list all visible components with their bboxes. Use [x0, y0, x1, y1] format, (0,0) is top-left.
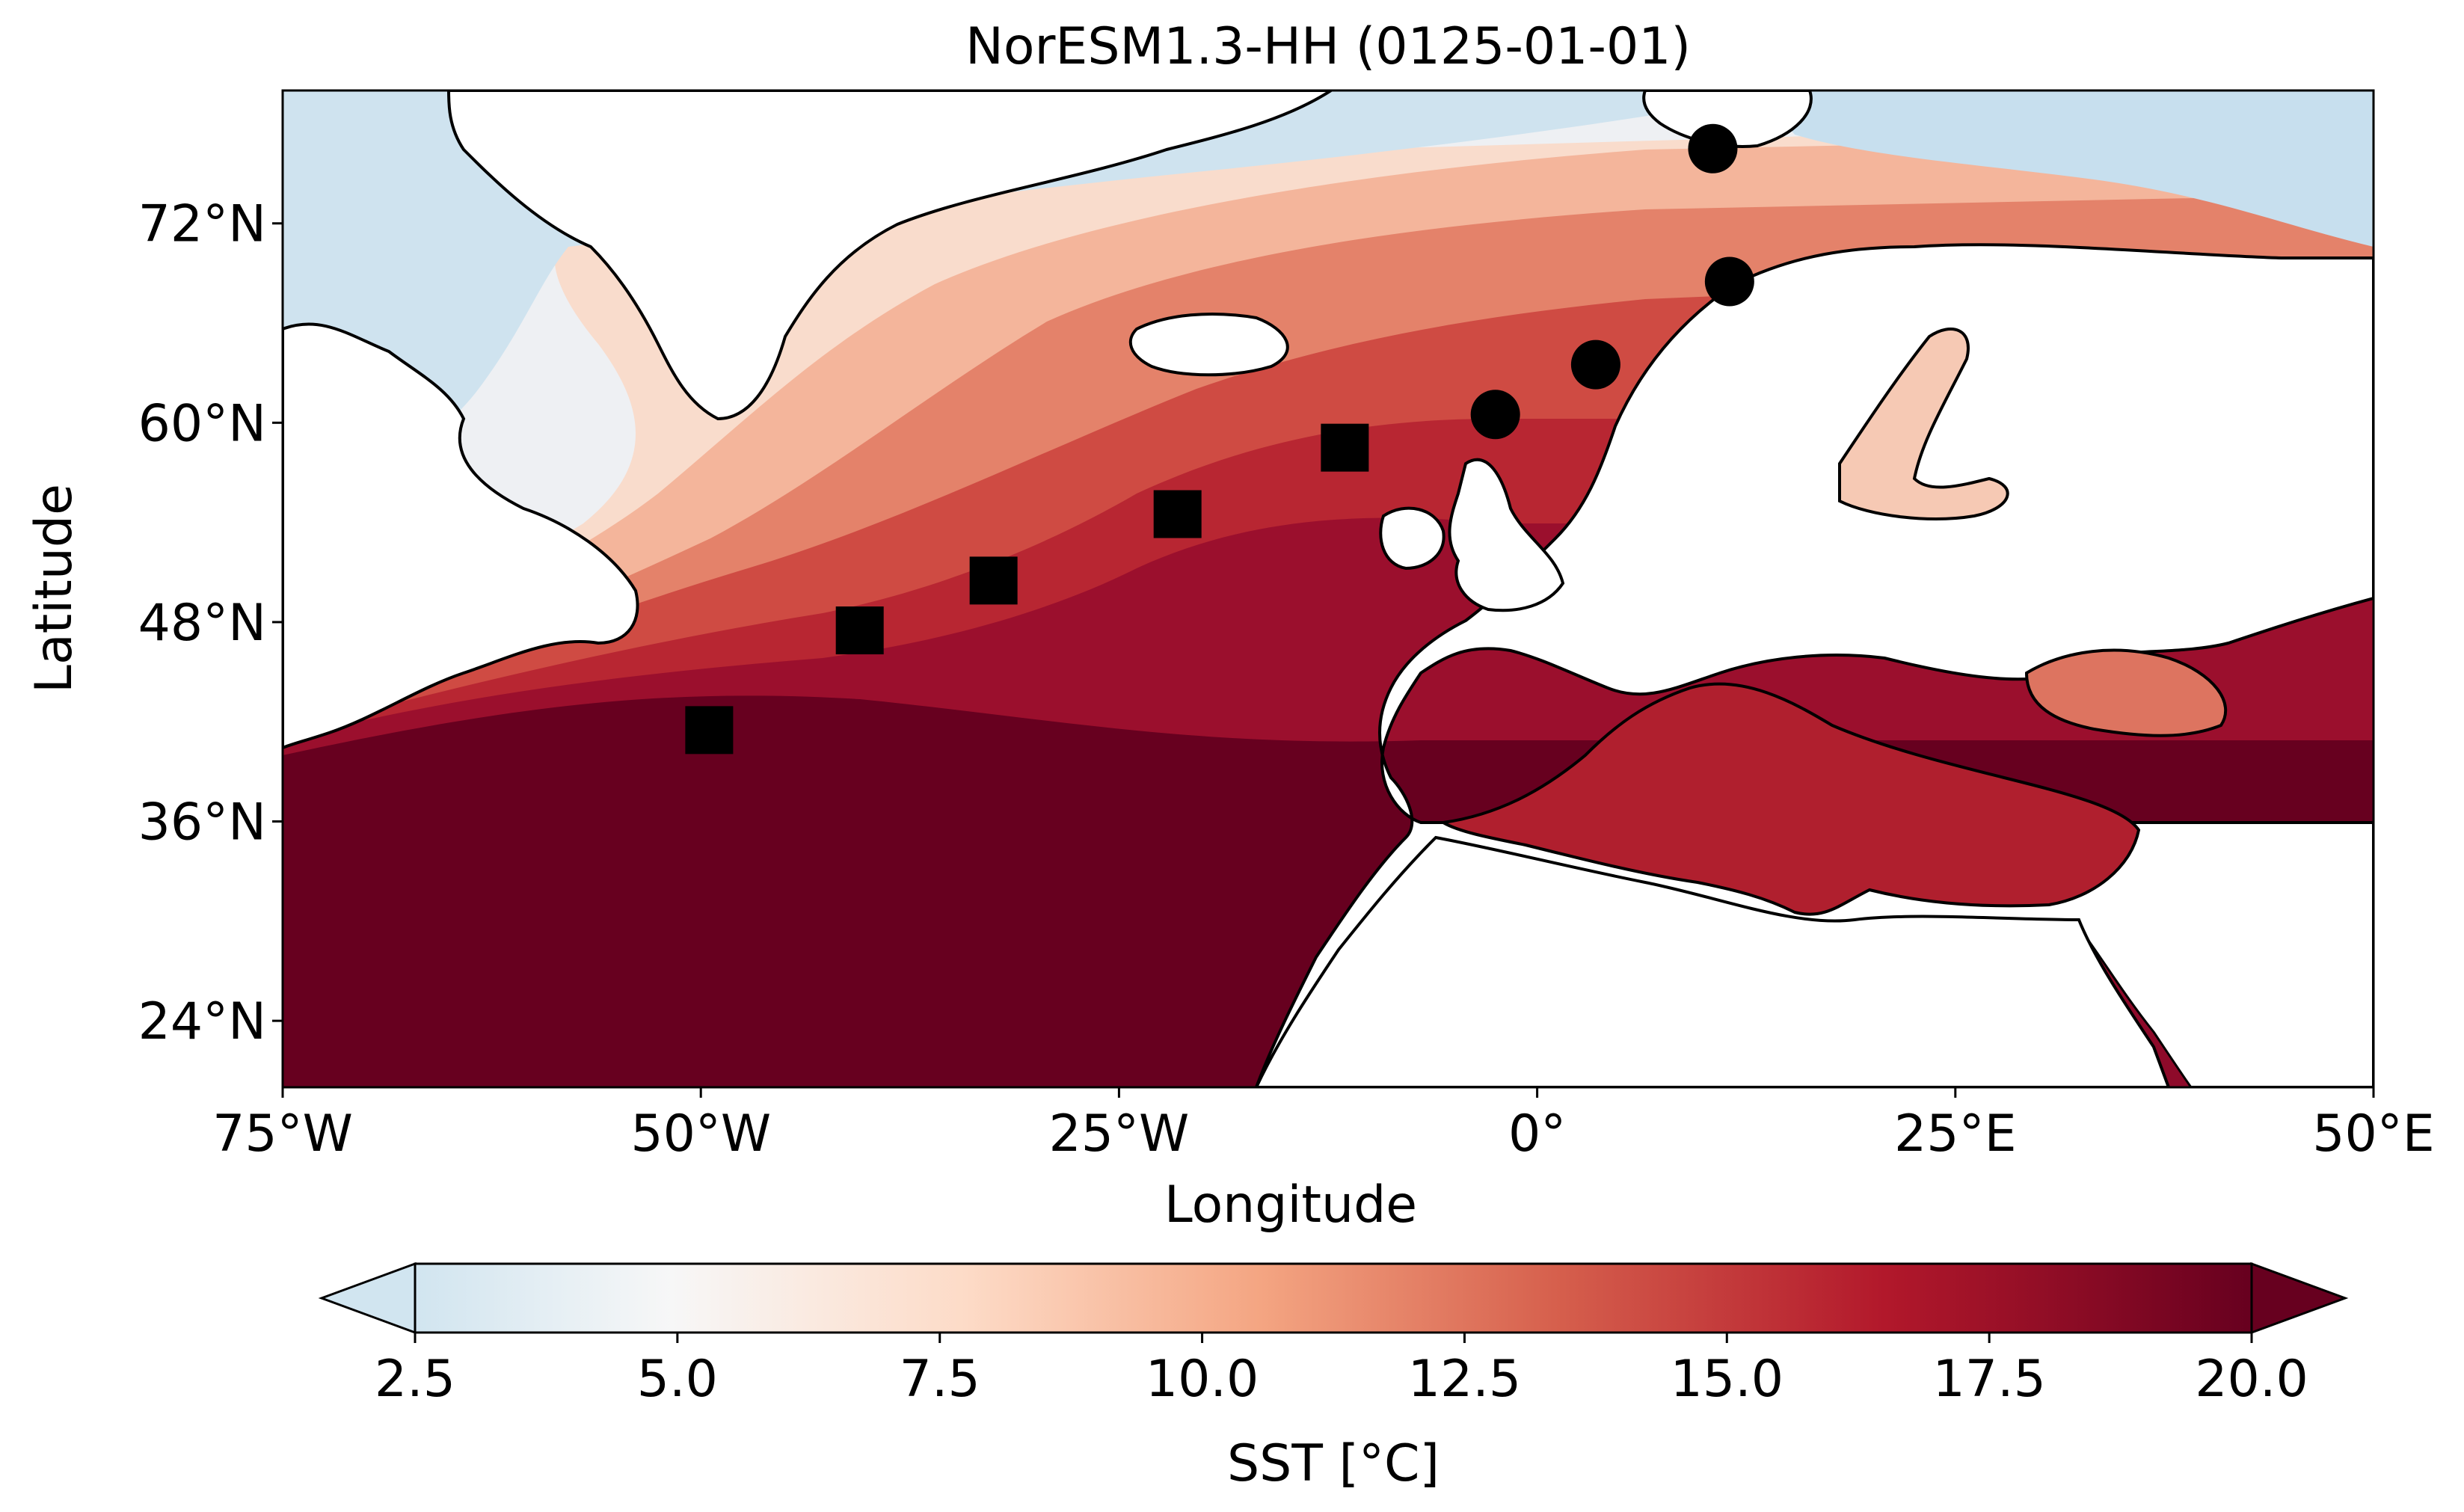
square-marker — [969, 556, 1018, 605]
circle-marker — [1570, 339, 1620, 390]
land-north-america — [283, 322, 639, 750]
circle-marker — [1688, 123, 1738, 173]
colorbar-tick-label: 15.0 — [1671, 1350, 1784, 1409]
circle-marker — [1470, 390, 1520, 440]
colorbar-tick-label: 7.5 — [900, 1350, 980, 1409]
square-marker — [685, 706, 734, 755]
y-tick-label: 24°N — [138, 992, 266, 1051]
x-tick-label: 50°E — [2312, 1104, 2435, 1164]
x-axis-ticks: 75°W 50°W 25°W 0° 25°E 50°E — [212, 1087, 2435, 1164]
station-markers — [685, 123, 1754, 755]
colorbar-label: SST [°C] — [1227, 1434, 1440, 1493]
y-tick-label: 36°N — [138, 793, 266, 852]
x-tick-label: 25°E — [1894, 1104, 2017, 1164]
circle-marker — [1704, 256, 1754, 307]
x-tick-label: 50°W — [630, 1104, 771, 1164]
y-axis-label: Latitude — [25, 484, 84, 693]
land-greenland — [446, 90, 1334, 421]
colorbar-ticks: 2.5 5.0 7.5 10.0 12.5 15.0 17.5 20.0 — [375, 1333, 2308, 1409]
colorbar-tick-label: 2.5 — [375, 1350, 455, 1409]
square-marker — [1153, 490, 1202, 538]
square-marker — [1321, 423, 1369, 472]
square-marker — [835, 606, 884, 655]
map-area — [283, 90, 2374, 1087]
colorbar-extend-high — [2250, 1261, 2349, 1335]
colorbar-extend-low — [318, 1261, 417, 1335]
colorbar-tick-label: 10.0 — [1146, 1350, 1259, 1409]
x-tick-label: 75°W — [212, 1104, 353, 1164]
y-axis-ticks: 24°N 36°N 48°N 60°N 72°N — [138, 195, 283, 1051]
land-africa — [1254, 835, 2171, 1087]
sea-baltic — [1838, 328, 2009, 520]
colorbar-tick-label: 17.5 — [1932, 1350, 2045, 1409]
colorbar-tick-label: 5.0 — [637, 1350, 718, 1409]
land-iceland — [1128, 313, 1289, 377]
x-axis-label: Longitude — [1164, 1176, 1417, 1235]
y-tick-label: 48°N — [138, 594, 266, 653]
sea-mediterranean — [1439, 682, 2141, 916]
sea-black — [2024, 648, 2228, 737]
y-tick-label: 72°N — [138, 195, 266, 254]
colorbar-tick-label: 12.5 — [1408, 1350, 1521, 1409]
colorbar-tick-label: 20.0 — [2195, 1350, 2308, 1409]
colorbar-body — [414, 1262, 2253, 1334]
colorbar: 2.5 5.0 7.5 10.0 12.5 15.0 17.5 20.0 SST [°C] — [318, 1261, 2349, 1493]
x-tick-label: 25°W — [1049, 1104, 1190, 1164]
sst-arctic — [1757, 90, 2374, 247]
land-british-isles — [1448, 458, 1565, 612]
map-frame — [281, 89, 2375, 1089]
land-ireland — [1379, 506, 1445, 571]
y-tick-label: 60°N — [138, 394, 266, 453]
x-tick-label: 0° — [1508, 1104, 1566, 1164]
chart-title: NorESM1.3-HH (0125-01-01) — [965, 17, 1691, 76]
